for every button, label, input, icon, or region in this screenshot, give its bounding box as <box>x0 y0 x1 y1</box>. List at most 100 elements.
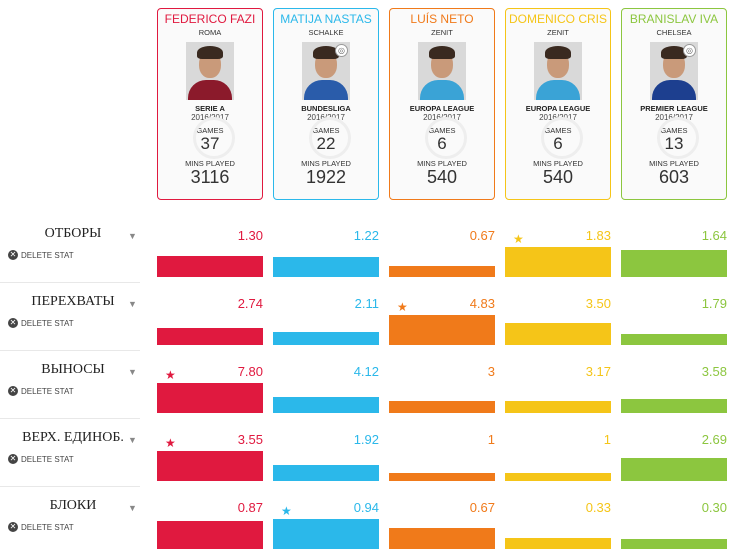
row-divider <box>0 486 140 487</box>
delete-stat-button[interactable]: ✕ DELETE STAT <box>8 522 74 532</box>
mins-played-value: 540 <box>426 167 458 187</box>
player-name: DOMENICO CRIS <box>508 12 607 26</box>
games-ring <box>193 117 235 159</box>
close-icon: ✕ <box>8 454 18 464</box>
stat-label: ОТБОРЫ <box>44 226 102 241</box>
stat-dropdown-chevron-icon[interactable]: ▼ <box>128 299 137 309</box>
stat-value: 1 <box>603 432 611 447</box>
close-icon: ✕ <box>8 318 18 328</box>
stat-value: 2.74 <box>237 296 263 311</box>
player-card[interactable]: DOMENICO CRIS ZENIT EUROPA LEAGUE 2016/2… <box>505 8 611 200</box>
games-ring <box>425 117 467 159</box>
delete-stat-button[interactable]: ✕ DELETE STAT <box>8 250 74 260</box>
stat-bar <box>273 397 379 413</box>
stat-value: 0.87 <box>237 500 263 515</box>
player-club: ZENIT <box>431 28 453 37</box>
stat-dropdown-chevron-icon[interactable]: ▼ <box>128 231 137 241</box>
stat-bar <box>389 315 495 345</box>
player-card[interactable]: LUÍS NETO ZENIT EUROPA LEAGUE 2016/2017 … <box>389 8 495 200</box>
delete-stat-label: DELETE STAT <box>21 318 74 328</box>
stat-bar <box>621 399 727 413</box>
best-value-star-icon: ★ <box>397 300 408 314</box>
stat-bar <box>389 473 495 481</box>
player-club: SCHALKE <box>308 28 344 37</box>
stat-dropdown-chevron-icon[interactable]: ▼ <box>128 435 137 445</box>
stat-bar <box>505 473 611 481</box>
stat-label: ВЫНОСЫ <box>41 362 105 377</box>
player-club: ROMA <box>198 28 222 37</box>
stat-value: 4.12 <box>353 364 379 379</box>
player-photo <box>186 42 234 100</box>
stat-value: 0.67 <box>469 500 495 515</box>
player-card[interactable]: BRANISLAV IVA CHELSEA ◎ PREMIER LEAGUE 2… <box>621 8 727 200</box>
delete-stat-button[interactable]: ✕ DELETE STAT <box>8 454 74 464</box>
player-photo: ◎ <box>650 42 698 100</box>
stat-bar <box>621 539 727 549</box>
club-badge-icon: ◎ <box>335 44 348 57</box>
stat-bar <box>505 401 611 413</box>
delete-stat-button[interactable]: ✕ DELETE STAT <box>8 386 74 396</box>
mins-played-label: MINS PLAYED <box>185 159 235 168</box>
player-card[interactable]: MATIJA NASTAS SCHALKE ◎ BUNDESLIGA 2016/… <box>273 8 379 200</box>
player-league: PREMIER LEAGUE <box>640 104 708 113</box>
stat-bar <box>389 401 495 413</box>
player-shirt <box>188 80 232 100</box>
player-hair <box>197 46 223 59</box>
stat-value: 1.30 <box>237 228 263 243</box>
stat-value: 1.22 <box>353 228 379 243</box>
stat-value: 7.80 <box>237 364 263 379</box>
best-value-star-icon: ★ <box>165 436 176 450</box>
stat-value: 0.67 <box>469 228 495 243</box>
player-club: CHELSEA <box>656 28 692 37</box>
stat-bar <box>157 451 263 481</box>
stat-dropdown-chevron-icon[interactable]: ▼ <box>128 367 137 377</box>
stat-value: 3.58 <box>701 364 727 379</box>
player-shirt <box>304 80 348 100</box>
stat-value: 0.33 <box>585 500 611 515</box>
stat-bar <box>157 256 263 277</box>
best-value-star-icon: ★ <box>165 368 176 382</box>
delete-stat-button[interactable]: ✕ DELETE STAT <box>8 318 74 328</box>
stat-bar <box>273 332 379 345</box>
stat-value: 0.30 <box>701 500 727 515</box>
player-shirt <box>420 80 464 100</box>
best-value-star-icon: ★ <box>281 504 292 518</box>
mins-played-value: 603 <box>658 167 690 187</box>
player-hair <box>661 46 687 59</box>
stat-value: 3.50 <box>585 296 611 311</box>
stat-bar <box>157 383 263 413</box>
close-icon: ✕ <box>8 386 18 396</box>
stat-value: 2.69 <box>701 432 727 447</box>
player-name: FEDERICO FAZI <box>164 12 256 26</box>
player-hair <box>313 46 339 59</box>
stat-bar <box>621 250 727 277</box>
player-name: LUÍS NETO <box>410 12 474 26</box>
stat-bar <box>273 257 379 277</box>
club-badge-icon: ◎ <box>683 44 696 57</box>
stat-value: 1.64 <box>701 228 727 243</box>
stat-bar <box>157 521 263 549</box>
stat-bar <box>621 334 727 345</box>
stat-value: 1.92 <box>353 432 379 447</box>
delete-stat-label: DELETE STAT <box>21 250 74 260</box>
player-hair <box>429 46 455 59</box>
stat-bar <box>389 266 495 277</box>
player-league: EUROPA LEAGUE <box>409 104 475 113</box>
mins-played-label: MINS PLAYED <box>417 159 467 168</box>
stat-value: 0.94 <box>353 500 379 515</box>
stat-value: 2.11 <box>354 296 379 311</box>
stat-value: 1 <box>487 432 495 447</box>
games-ring <box>541 117 583 159</box>
player-photo <box>418 42 466 100</box>
row-divider <box>0 350 140 351</box>
player-hair <box>545 46 571 59</box>
stat-bar <box>505 538 611 549</box>
player-card[interactable]: FEDERICO FAZI ROMA SERIE A 2016/2017 GAM… <box>157 8 263 200</box>
row-divider <box>0 282 140 283</box>
stat-dropdown-chevron-icon[interactable]: ▼ <box>128 503 137 513</box>
close-icon: ✕ <box>8 250 18 260</box>
stat-value: 3.55 <box>237 432 263 447</box>
player-league: SERIE A <box>195 104 225 113</box>
player-league: EUROPA LEAGUE <box>525 104 591 113</box>
player-club: ZENIT <box>547 28 569 37</box>
